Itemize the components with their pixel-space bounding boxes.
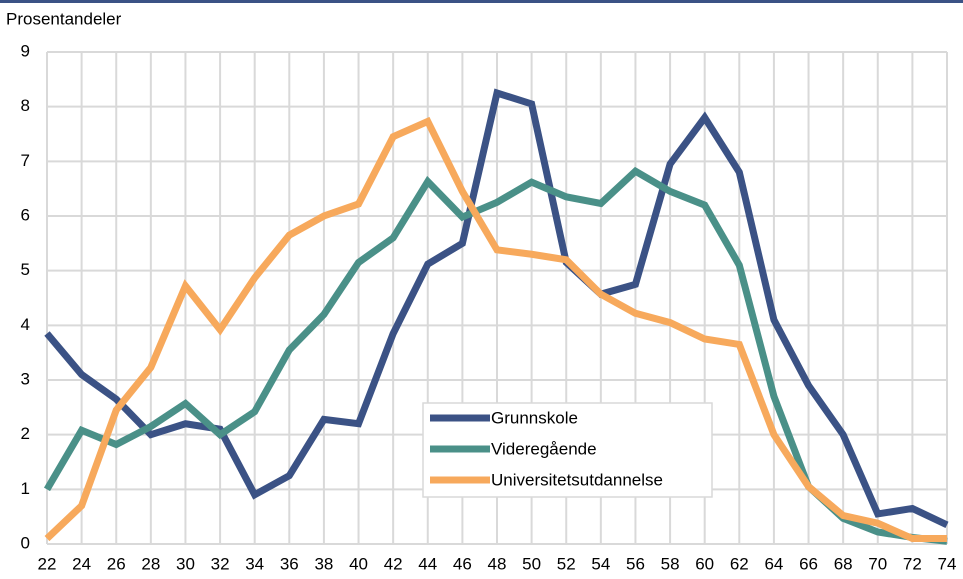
x-tick-label: 72: [903, 554, 922, 573]
x-tick-label: 24: [72, 554, 91, 573]
x-tick-label: 62: [730, 554, 749, 573]
y-tick-label: 6: [21, 205, 30, 224]
x-tick-label: 32: [211, 554, 230, 573]
x-tick-label: 44: [418, 554, 437, 573]
data-line: [43, 166, 948, 545]
y-tick-label: 0: [21, 533, 30, 552]
x-tick-label: 46: [453, 554, 472, 573]
x-tick-label: 70: [868, 554, 887, 573]
x-tick-label: 30: [176, 554, 195, 573]
y-tick-label: 3: [21, 369, 30, 388]
x-tick-label: 52: [557, 554, 576, 573]
y-tick-label: 2: [21, 424, 30, 443]
x-tick-label: 54: [591, 554, 610, 573]
y-tick-label: 5: [21, 260, 30, 279]
legend-label: Videregående: [491, 439, 597, 458]
x-tick-label: 34: [245, 554, 264, 573]
y-tick-label: 1: [21, 479, 30, 498]
x-tick-label: 50: [522, 554, 541, 573]
x-tick-label: 66: [799, 554, 818, 573]
x-tick-label: 38: [314, 554, 333, 573]
top-border: [0, 0, 963, 3]
x-tick-label: 26: [107, 554, 126, 573]
y-tick-label: 4: [21, 315, 30, 334]
y-tick-label: 9: [21, 41, 30, 60]
y-tick-label: 7: [21, 151, 30, 170]
x-tick-label: 64: [764, 554, 783, 573]
x-tick-label: 36: [280, 554, 299, 573]
x-tick-label: 40: [349, 554, 368, 573]
x-tick-label: 22: [38, 554, 57, 573]
x-tick-label: 56: [626, 554, 645, 573]
x-tick-label: 42: [384, 554, 403, 573]
x-tick-label: 48: [488, 554, 507, 573]
x-tick-label: 58: [661, 554, 680, 573]
y-tick-label: 8: [21, 96, 30, 115]
x-tick-label: 60: [695, 554, 714, 573]
x-tick-label: 68: [834, 554, 853, 573]
legend-label: Grunnskole: [491, 408, 578, 427]
data-line: [44, 88, 949, 529]
legend-label: Universitetsutdannelse: [491, 470, 663, 489]
x-tick-label: 74: [938, 554, 957, 573]
x-tick-label: 28: [141, 554, 160, 573]
legend: Grunnskole Videregående Universitetsutdann…: [422, 402, 713, 498]
data-line: [44, 116, 947, 543]
y-axis-label: Prosentandeler: [6, 9, 122, 28]
